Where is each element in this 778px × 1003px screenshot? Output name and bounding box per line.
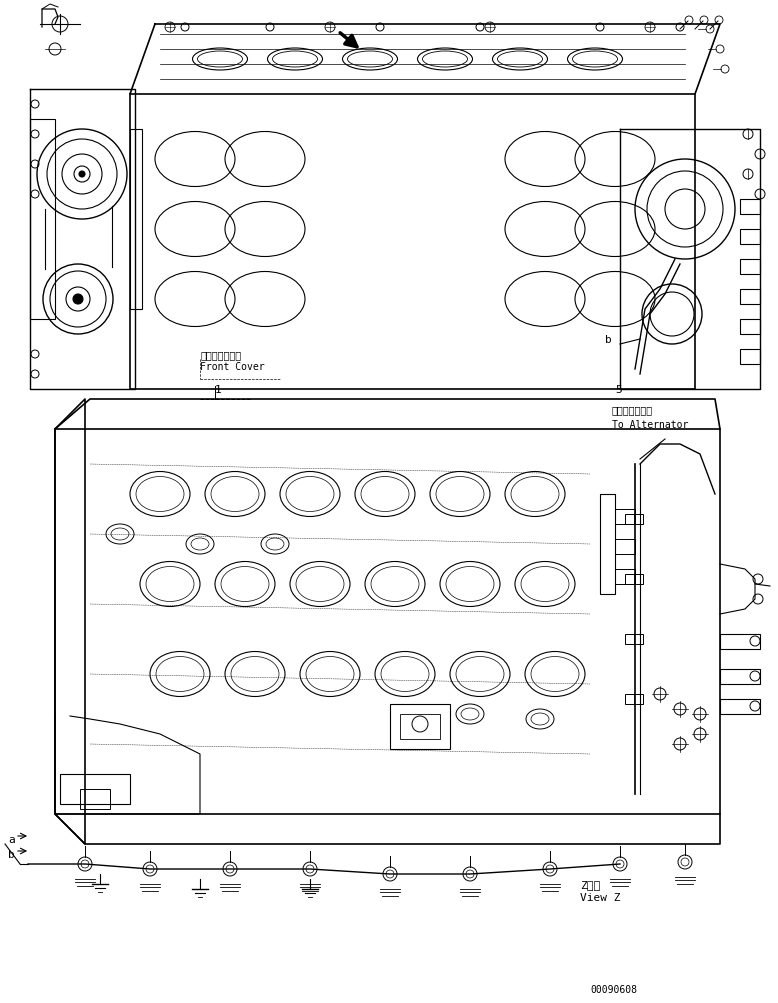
Bar (625, 515, 643, 525)
Bar (80, 789, 110, 809)
Text: b: b (605, 335, 612, 345)
Circle shape (79, 172, 85, 178)
Text: 1: 1 (215, 384, 222, 394)
Text: a: a (8, 834, 15, 845)
Bar (615, 510, 635, 525)
Bar (625, 634, 643, 644)
Text: オルタネータヘ: オルタネータヘ (612, 404, 653, 414)
Bar (390, 704, 450, 749)
Bar (740, 290, 760, 305)
Bar (740, 230, 760, 245)
Text: To Alternator: To Alternator (612, 419, 689, 429)
Text: View Z: View Z (580, 892, 621, 902)
Bar (740, 350, 760, 365)
Text: フロントカバー: フロントカバー (200, 350, 241, 360)
Text: Front Cover: Front Cover (200, 362, 265, 372)
Bar (30, 120, 55, 320)
Bar (60, 774, 130, 804)
Text: b: b (8, 850, 15, 860)
Bar (400, 714, 440, 739)
Bar (740, 320, 760, 335)
Bar (625, 575, 643, 585)
Text: Z　視: Z 視 (580, 879, 601, 889)
Bar (740, 200, 760, 215)
Text: 00090608: 00090608 (590, 984, 637, 994)
Bar (720, 669, 760, 684)
Bar (720, 699, 760, 714)
Bar (740, 260, 760, 275)
Bar (615, 540, 635, 555)
Bar (720, 634, 760, 649)
Bar (615, 570, 635, 585)
Bar (130, 129, 142, 310)
Circle shape (73, 295, 83, 305)
Bar (600, 494, 615, 595)
Bar (625, 694, 643, 704)
Text: 5: 5 (615, 384, 622, 394)
